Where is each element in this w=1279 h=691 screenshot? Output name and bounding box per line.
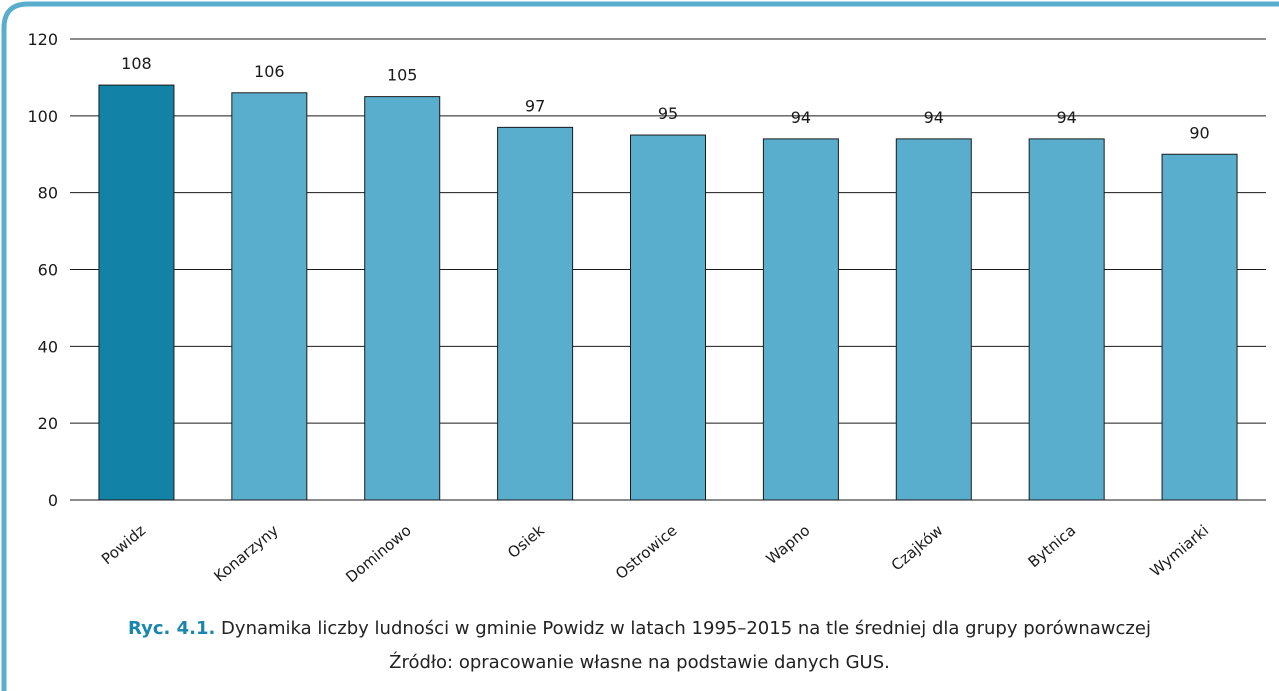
data-label: 94 xyxy=(791,108,811,127)
data-label: 90 xyxy=(1189,123,1209,142)
bar xyxy=(1161,153,1238,501)
caption-source: Źródło: opracowanie własne na podstawie … xyxy=(389,652,890,673)
bar xyxy=(364,96,441,501)
x-tick-label: Dominowo xyxy=(342,521,415,586)
y-tick-label: 120 xyxy=(27,30,58,49)
y-tick-label: 20 xyxy=(38,414,58,433)
x-tick-label: Powidz xyxy=(98,521,149,568)
data-label: 95 xyxy=(658,104,678,123)
y-axis-ticks: 0 20 40 60 80 100 120 xyxy=(27,30,58,510)
bar xyxy=(1028,138,1105,501)
y-tick-label: 40 xyxy=(38,337,58,356)
data-label: 106 xyxy=(254,62,285,81)
x-tick-label: Konarzyny xyxy=(210,521,282,585)
x-tick-label: Czajków xyxy=(888,521,947,574)
bar xyxy=(630,134,706,501)
x-tick-label: Wymiarki xyxy=(1147,521,1213,580)
data-label: 97 xyxy=(525,96,545,115)
y-tick-label: 60 xyxy=(38,261,58,280)
bar xyxy=(762,138,839,501)
data-label: 108 xyxy=(121,54,152,73)
figure-caption: Ryc. 4.1. Dynamika liczby ludności w gmi… xyxy=(0,612,1279,680)
bar xyxy=(98,84,175,501)
data-label: 94 xyxy=(1056,108,1076,127)
data-label: 105 xyxy=(387,66,418,85)
y-tick-label: 100 xyxy=(27,107,58,126)
x-tick-label: Osiek xyxy=(504,521,548,562)
caption-text: Dynamika liczby ludności w gminie Powidz… xyxy=(215,618,1151,639)
x-tick-label: Ostrowice xyxy=(612,521,681,583)
x-tick-label: Wapno xyxy=(763,521,814,568)
bar xyxy=(895,138,972,501)
y-tick-label: 0 xyxy=(48,491,58,510)
caption-line: Ryc. 4.1. Dynamika liczby ludności w gmi… xyxy=(0,612,1279,646)
caption-label: Ryc. 4.1. xyxy=(128,618,216,639)
bars: 108 106 105 97 95 94 94 94 90 xyxy=(98,54,1238,501)
data-label: 94 xyxy=(924,108,944,127)
y-tick-label: 80 xyxy=(38,184,58,203)
x-tick-label: Bytnica xyxy=(1025,521,1080,571)
x-axis-labels: Powidz Konarzyny Dominowo Osiek Ostrowice Wap… xyxy=(98,521,1212,586)
bar xyxy=(231,92,308,501)
bar xyxy=(497,126,574,501)
